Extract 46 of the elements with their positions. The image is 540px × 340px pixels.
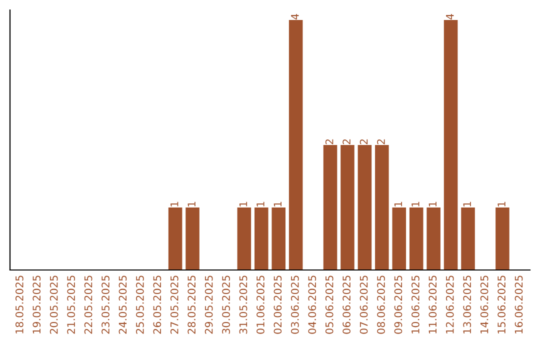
data-label: 1 — [239, 202, 248, 206]
data-label: 1 — [256, 202, 264, 206]
x-tick-label: 11.06.2025 — [428, 276, 437, 334]
x-tick-label: 21.05.2025 — [67, 276, 76, 334]
x-tick-label: 27.05.2025 — [170, 276, 178, 334]
x-tick-label: 22.05.2025 — [84, 276, 92, 334]
data-label: 1 — [170, 202, 178, 206]
x-tick-label: 07.06.2025 — [360, 276, 368, 334]
x-tick-label: 28.05.2025 — [188, 276, 196, 334]
x-tick-label: 02.06.2025 — [274, 276, 282, 334]
x-tick-label: 25.05.2025 — [136, 276, 144, 334]
x-tick-label: 24.05.2025 — [118, 276, 127, 334]
data-label: 1 — [428, 202, 436, 206]
x-tick-label: 12.06.2025 — [446, 276, 454, 334]
x-tick-label: 31.05.2025 — [239, 276, 248, 334]
x-tick-label: 18.05.2025 — [15, 276, 24, 334]
x-tick-label: 05.06.2025 — [325, 276, 334, 334]
data-label: 2 — [360, 139, 368, 144]
x-tick-label: 29.05.2025 — [204, 276, 213, 334]
x-tick-label: 09.06.2025 — [394, 276, 402, 334]
x-tick-label: 19.05.2025 — [32, 276, 41, 334]
data-label: 1 — [463, 202, 471, 206]
x-tick-label: 10.06.2025 — [412, 276, 420, 334]
x-tick-label: 13.06.2025 — [463, 276, 472, 334]
x-tick-label: 01.06.2025 — [256, 276, 264, 334]
x-tick-label: 20.05.2025 — [50, 276, 58, 334]
x-tick-label: 06.06.2025 — [342, 276, 351, 334]
data-label: 2 — [377, 139, 385, 144]
data-label: 1 — [498, 202, 506, 206]
x-tick-label: 14.06.2025 — [480, 276, 488, 334]
data-label: 2 — [325, 139, 334, 144]
x-tick-label: 08.06.2025 — [377, 276, 385, 334]
data-label: 1 — [274, 202, 282, 206]
x-tick-label: 23.05.2025 — [102, 276, 110, 334]
x-tick-label: 15.06.2025 — [498, 276, 506, 334]
data-label: 1 — [412, 202, 420, 206]
data-label: 1 — [394, 202, 402, 206]
x-tick-label: 26.05.2025 — [153, 276, 162, 334]
x-tick-label: 30.05.2025 — [222, 276, 230, 334]
x-tick-label: 03.06.2025 — [290, 276, 299, 334]
data-label: 1 — [188, 202, 196, 206]
data-label: 4 — [291, 14, 299, 20]
data-label: 2 — [342, 139, 350, 144]
x-tick-label: 16.06.2025 — [514, 276, 523, 334]
data-label: 4 — [446, 14, 454, 20]
x-tick-label: 04.06.2025 — [308, 276, 316, 334]
